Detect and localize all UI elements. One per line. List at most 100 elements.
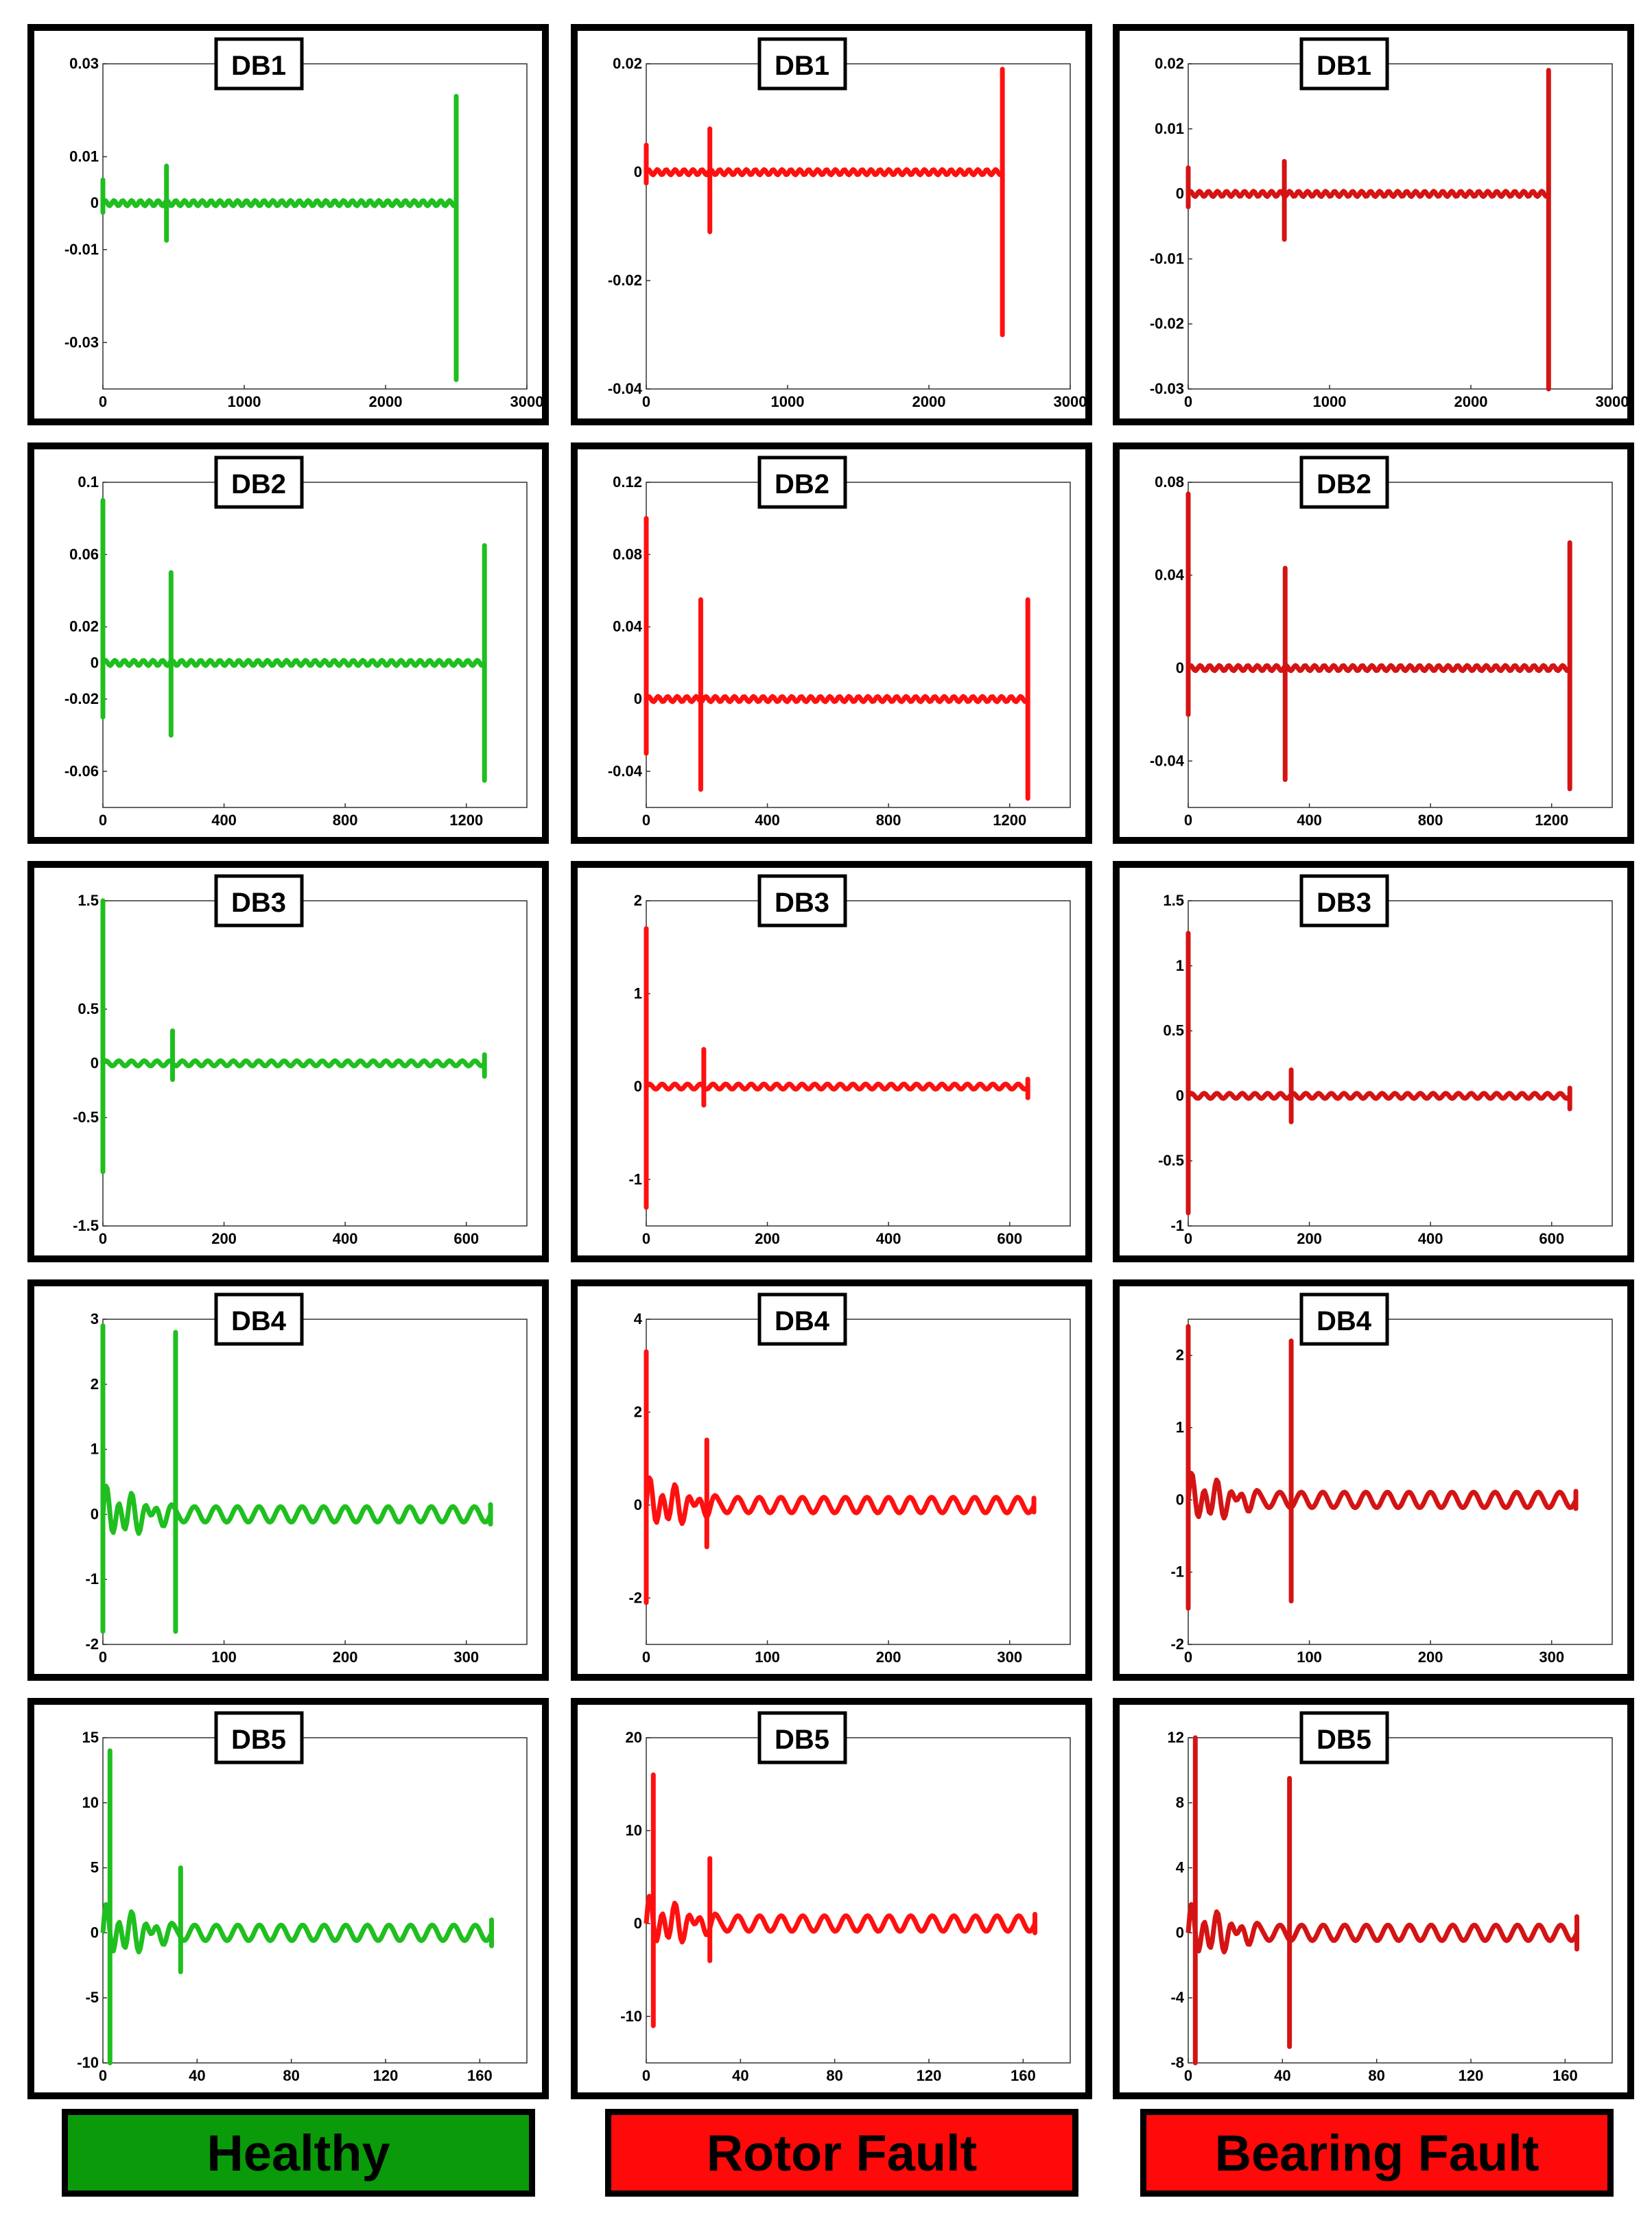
chart-title: DB3 bbox=[1299, 874, 1389, 928]
y-tick-label: -2 bbox=[628, 1589, 642, 1606]
y-tick-label: -1 bbox=[1170, 1563, 1184, 1581]
chart-panel: 0.02 0 -0.02 -0.04 0 1000 2000 3000 DB1 bbox=[571, 24, 1092, 425]
x-tick-label: 0 bbox=[1184, 2067, 1192, 2084]
chart-title: DB2 bbox=[214, 456, 304, 509]
x-tick-label: 100 bbox=[211, 1649, 237, 1666]
x-tick-label: 0 bbox=[1184, 1230, 1192, 1247]
signal-trace bbox=[644, 167, 1005, 178]
y-tick-label: 8 bbox=[1176, 1794, 1184, 1811]
y-tick-label: -0.06 bbox=[64, 762, 99, 779]
chart-panel: 15 10 5 0 -5 -10 0 40 80 120 160 DB5 bbox=[27, 1698, 549, 2099]
x-tick-label: 300 bbox=[997, 1649, 1022, 1666]
y-tick-label: 0.02 bbox=[1155, 55, 1184, 72]
x-tick-label: 0 bbox=[1184, 812, 1192, 829]
y-tick-label: -0.01 bbox=[64, 241, 99, 258]
signal-trace bbox=[1185, 1471, 1579, 1521]
x-tick-label: 800 bbox=[1418, 812, 1443, 829]
y-tick-label: -2 bbox=[85, 1636, 99, 1653]
chart-title: DB3 bbox=[757, 874, 847, 928]
y-tick-label: 0.01 bbox=[69, 147, 99, 165]
y-tick-label: 0 bbox=[1176, 185, 1184, 202]
x-tick-label: 200 bbox=[1297, 1230, 1322, 1247]
y-tick-label: -2 bbox=[1170, 1636, 1184, 1653]
x-tick-label: 0 bbox=[99, 393, 107, 410]
chart-title: DB5 bbox=[214, 1711, 304, 1764]
y-tick-label: -4 bbox=[1170, 1989, 1184, 2006]
y-tick-label: 0.5 bbox=[1163, 1022, 1184, 1039]
y-tick-label: 0 bbox=[634, 163, 642, 180]
x-tick-label: 100 bbox=[1297, 1649, 1322, 1666]
plot-frame bbox=[102, 482, 528, 808]
chart-title: DB3 bbox=[214, 874, 304, 928]
y-tick-label: 0.12 bbox=[613, 473, 642, 491]
x-tick-label: 80 bbox=[1368, 2067, 1384, 2084]
x-tick-label: 200 bbox=[1418, 1649, 1443, 1666]
x-tick-label: 40 bbox=[1274, 2067, 1290, 2084]
y-tick-label: 0 bbox=[1176, 1924, 1184, 1941]
chart-title-text: DB3 bbox=[775, 888, 829, 918]
chart-title-text: DB4 bbox=[231, 1306, 287, 1336]
y-tick-label: 0.04 bbox=[1155, 566, 1185, 583]
y-tick-label: 0 bbox=[634, 690, 642, 707]
x-tick-label: 3000 bbox=[510, 393, 542, 410]
chart-panel: 0.08 0.04 0 -0.04 0 400 800 1200 DB2 bbox=[1113, 442, 1634, 844]
y-tick-label: 0.08 bbox=[613, 545, 642, 563]
y-tick-label: 0 bbox=[634, 1078, 642, 1095]
y-tick-label: -0.03 bbox=[1150, 380, 1184, 397]
chart-title-text: DB3 bbox=[231, 888, 286, 918]
chart-title: DB5 bbox=[757, 1711, 847, 1764]
x-tick-label: 80 bbox=[283, 2067, 299, 2084]
y-tick-label: 0.02 bbox=[613, 55, 642, 72]
x-tick-label: 0 bbox=[1184, 393, 1192, 410]
x-tick-label: 120 bbox=[1459, 2067, 1484, 2084]
x-tick-label: 400 bbox=[1297, 812, 1322, 829]
x-tick-label: 2000 bbox=[912, 393, 946, 410]
x-tick-label: 400 bbox=[755, 812, 780, 829]
y-tick-label: -0.02 bbox=[64, 690, 99, 707]
x-tick-label: 1200 bbox=[449, 812, 483, 829]
x-tick-label: 800 bbox=[876, 812, 901, 829]
x-tick-label: 600 bbox=[453, 1230, 479, 1247]
chart-panel: 2 1 0 -1 -2 0 100 200 300 DB4 bbox=[1113, 1279, 1634, 1681]
x-tick-label: 200 bbox=[333, 1649, 358, 1666]
x-tick-label: 0 bbox=[642, 2067, 650, 2084]
y-tick-label: 1 bbox=[1176, 1419, 1184, 1436]
chart-title: DB4 bbox=[214, 1292, 304, 1346]
y-tick-label: -5 bbox=[85, 1989, 99, 2006]
plot-frame bbox=[1188, 900, 1613, 1227]
x-tick-label: 40 bbox=[189, 2067, 205, 2084]
y-tick-label: -1 bbox=[85, 1570, 99, 1587]
plot-frame bbox=[1188, 1737, 1613, 2064]
x-tick-label: 0 bbox=[642, 1649, 650, 1666]
chart-panel: 0.12 0.08 0.04 0 -0.04 0 400 800 1200 DB2 bbox=[571, 442, 1092, 844]
x-tick-label: 1000 bbox=[1313, 393, 1347, 410]
x-tick-label: 0 bbox=[642, 393, 650, 410]
chart-title-text: DB5 bbox=[775, 1725, 829, 1755]
y-tick-label: 0.02 bbox=[69, 618, 99, 635]
y-tick-label: 1 bbox=[634, 984, 642, 1002]
y-tick-label: 5 bbox=[91, 1859, 99, 1876]
y-tick-label: 12 bbox=[1168, 1729, 1184, 1746]
x-tick-label: 120 bbox=[917, 2067, 942, 2084]
x-tick-label: 400 bbox=[876, 1230, 901, 1247]
chart-panel: 2 1 0 -1 0 200 400 600 DB3 bbox=[571, 861, 1092, 1262]
chart-svg: 20 10 0 -10 0 40 80 120 160 DB5 bbox=[620, 1711, 1071, 2084]
x-tick-label: 2000 bbox=[1454, 393, 1488, 410]
y-tick-label: 15 bbox=[82, 1729, 99, 1746]
chart-title-text: DB1 bbox=[775, 51, 829, 81]
y-tick-label: 0 bbox=[1176, 1087, 1184, 1104]
y-tick-label: 0.01 bbox=[1155, 120, 1184, 137]
y-tick-label: -0.04 bbox=[1150, 752, 1185, 769]
y-tick-label: -0.03 bbox=[64, 333, 99, 351]
x-tick-label: 400 bbox=[1418, 1230, 1443, 1247]
chart-svg: 4 2 0 -2 0 100 200 300 DB4 bbox=[628, 1292, 1071, 1666]
y-tick-label: 0 bbox=[91, 654, 99, 671]
chart-title-text: DB5 bbox=[1317, 1725, 1371, 1755]
x-tick-label: 160 bbox=[467, 2067, 493, 2084]
x-tick-label: 0 bbox=[99, 2067, 107, 2084]
chart-title: DB2 bbox=[1299, 456, 1389, 509]
y-tick-label: 4 bbox=[634, 1310, 643, 1327]
